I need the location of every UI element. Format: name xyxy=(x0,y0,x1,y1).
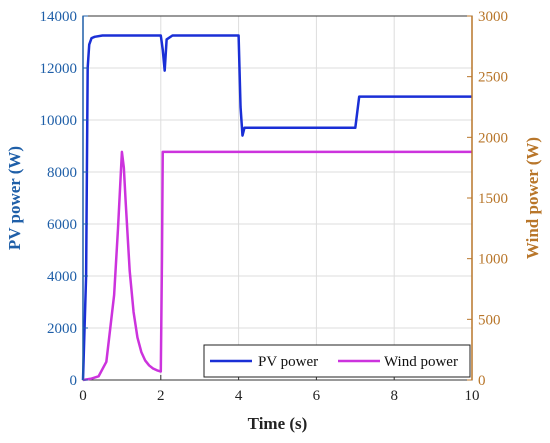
y-right-tick-label: 2500 xyxy=(478,70,508,86)
series-line-pv-power xyxy=(81,34,472,381)
x-tick-label: 2 xyxy=(157,388,165,404)
series-line-wind-power xyxy=(82,150,472,382)
y-right-tick-label: 1500 xyxy=(478,191,508,207)
y-right-tick-label: 2000 xyxy=(478,130,508,146)
x-tick-label: 6 xyxy=(313,388,321,404)
y-right-tick-label: 500 xyxy=(478,312,501,328)
y-left-tick-label: 12000 xyxy=(40,61,78,77)
x-axis-label: Time (s) xyxy=(248,414,308,433)
legend-label-pv-power: PV power xyxy=(258,354,318,370)
y-left-tick-label: 2000 xyxy=(47,321,77,337)
y-right-tick-label: 1000 xyxy=(478,252,508,268)
y-left-tick-label: 10000 xyxy=(40,113,78,129)
y-axis-right-label: Wind power (W) xyxy=(523,137,542,259)
y-left-tick-label: 6000 xyxy=(47,217,77,233)
legend-label-wind-power: Wind power xyxy=(384,354,458,370)
x-tick-label: 10 xyxy=(465,388,480,404)
y-left-tick-label: 0 xyxy=(70,373,78,389)
axes: 0 2 4 6 8 10020004000600080001000012000140000… xyxy=(40,9,509,404)
y-left-tick-label: 4000 xyxy=(47,269,77,285)
y-left-tick-label: 8000 xyxy=(47,165,77,181)
x-tick-label: 8 xyxy=(390,388,398,404)
series-lines xyxy=(81,34,472,382)
y-axis-left-label: PV power (W) xyxy=(5,146,24,250)
x-tick-label: 0 xyxy=(79,388,87,404)
legend: PV power Wind power xyxy=(203,344,471,378)
x-tick-label: 4 xyxy=(235,388,243,404)
y-right-tick-label: 0 xyxy=(478,373,486,389)
y-right-tick-label: 3000 xyxy=(478,9,508,25)
y-left-tick-label: 14000 xyxy=(40,9,78,25)
